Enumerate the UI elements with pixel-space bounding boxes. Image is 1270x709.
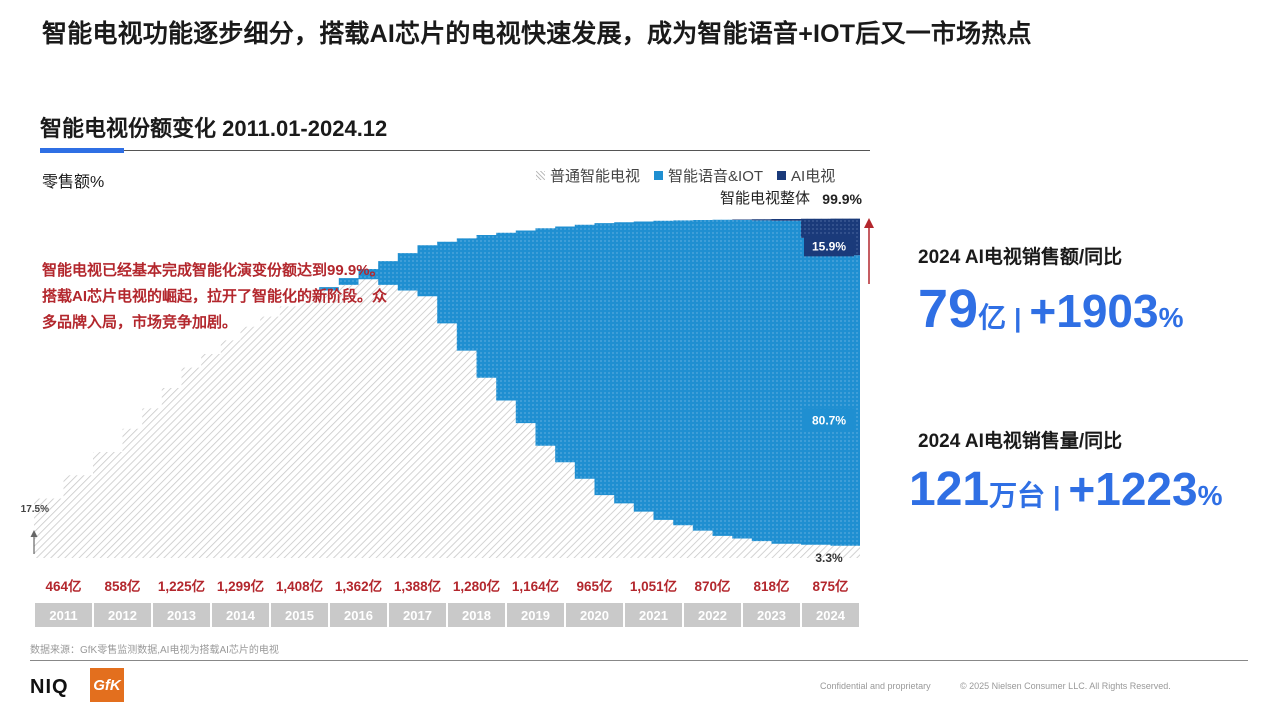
title-rule (40, 150, 870, 151)
year-bar (743, 603, 800, 627)
year-label: 2011 (49, 608, 77, 623)
annotation-line: 多品牌入局，市场竞争加剧。 (42, 314, 238, 331)
retail-sales-label: 1,051亿 (630, 578, 677, 594)
kpi-sales-pct: % (1158, 302, 1184, 333)
year-label: 2019 (521, 608, 550, 623)
year-bar (212, 603, 269, 627)
kpi-volume-label: 2024 AI电视销售量/同比 (918, 431, 1123, 452)
kpi-volume-pct: % (1197, 480, 1223, 511)
gfk-logo: GfK (90, 668, 124, 702)
annotation-line: 搭载AI芯片电视的崛起，拉开了智能化的新阶段。众 (42, 288, 388, 305)
year-bar (330, 603, 387, 627)
ai-end-label: 15.9% (812, 239, 846, 253)
legend-swatch-ai (777, 171, 787, 180)
year-label: 2020 (580, 608, 609, 623)
voice-end-label: 80.7% (812, 414, 846, 428)
growth-arrow-head (864, 218, 874, 228)
year-bar (35, 603, 92, 627)
retail-sales-label: 858亿 (104, 578, 140, 594)
start-arrow-head (30, 530, 38, 537)
retail-sales-label: 1,299亿 (217, 578, 264, 594)
legend-swatch-voice (654, 171, 664, 180)
retail-sales-label: 1,408亿 (276, 578, 323, 594)
kpi-volume-number: 121 (909, 463, 990, 516)
data-source-note: 数据来源：GfK零售监测数据,AI电视为搭载AI芯片的电视 (30, 645, 279, 656)
retail-sales-label: 875亿 (812, 578, 848, 594)
ai-end-label-bg (804, 234, 854, 257)
legend-label-voice: 智能语音&IOT (668, 168, 764, 185)
y-axis-label: 零售额% (42, 174, 105, 191)
kpi-sales-separator: | (1014, 303, 1022, 333)
year-label: 2015 (285, 608, 314, 623)
year-bar (625, 603, 682, 627)
area-voice-iot (34, 219, 860, 547)
year-label: 2014 (226, 608, 256, 623)
year-bar (448, 603, 505, 627)
year-label: 2023 (757, 608, 786, 623)
copyright-note: © 2025 Nielsen Consumer LLC. All Rights … (960, 681, 1171, 691)
year-label: 2012 (108, 608, 137, 623)
year-bar (271, 603, 328, 627)
kpi-sales-unit: 亿 (978, 302, 1007, 333)
total-value: 99.9% (822, 191, 862, 207)
kpi-sales-label: 2024 AI电视销售额/同比 (918, 247, 1123, 268)
retail-sales-label: 1,388亿 (394, 578, 441, 594)
legend-item-normal: 普通智能电视 (536, 165, 640, 186)
kpi-volume-value: 121万台 | +1223% (909, 462, 1223, 517)
year-label: 2018 (462, 608, 491, 623)
kpi-sales-value: 79亿 | +1903% (918, 278, 1183, 340)
title-accent-bar (40, 148, 124, 153)
legend-item-voice: 智能语音&IOT (654, 165, 763, 186)
year-bar (94, 603, 151, 627)
legend-label-ai: AI电视 (791, 168, 836, 185)
year-bar (684, 603, 741, 627)
year-label: 2021 (639, 608, 668, 623)
retail-sales-label: 1,362亿 (335, 578, 382, 594)
year-label: 2016 (344, 608, 373, 623)
year-bar (507, 603, 564, 627)
kpi-volume-separator: | (1053, 481, 1061, 511)
retail-sales-label: 870亿 (694, 578, 730, 594)
annotation-line: 智能电视已经基本完成智能化演变份额达到99.9%。 (42, 262, 385, 279)
chart-title: 智能电视份额变化 2011.01-2024.12 (40, 116, 388, 141)
legend-swatch-normal (536, 171, 545, 180)
kpi-sales-number: 79 (918, 279, 979, 339)
retail-sales-label: 464亿 (45, 578, 81, 594)
kpi-volume-unit: 万台 (989, 480, 1046, 511)
chart-annotation: 智能电视已经基本完成智能化演变份额达到99.9%。 搭载AI芯片电视的崛起，拉开… (42, 258, 422, 336)
confidential-note: Confidential and proprietary (820, 681, 931, 691)
year-label: 2024 (816, 608, 846, 623)
kpi-volume-yoy: +1223 (1068, 463, 1198, 515)
year-label: 2013 (167, 608, 196, 623)
kpi-sales-yoy: +1903 (1029, 285, 1159, 337)
retail-sales-label: 818亿 (753, 578, 789, 594)
retail-sales-label: 1,225亿 (158, 578, 205, 594)
legend-item-ai: AI电视 (777, 165, 835, 186)
year-bar (566, 603, 623, 627)
start-share-label: 17.5% (21, 504, 49, 515)
normal-end-label: 3.3% (815, 551, 843, 565)
chart-legend: 普通智能电视 智能语音&IOT AI电视 (536, 165, 835, 186)
year-bar (802, 603, 859, 627)
page-headline: 智能电视功能逐步细分，搭载AI芯片的电视快速发展，成为智能语音+IOT后又一市场… (42, 20, 1032, 48)
retail-sales-label: 965亿 (576, 578, 612, 594)
retail-sales-label: 1,280亿 (453, 578, 500, 594)
year-label: 2022 (698, 608, 727, 623)
year-bar (153, 603, 210, 627)
year-label: 2017 (403, 608, 432, 623)
retail-sales-label: 1,164亿 (512, 578, 559, 594)
legend-label-normal: 普通智能电视 (550, 168, 641, 185)
footer-rule (30, 660, 1248, 661)
niq-logo: NIQ (30, 676, 69, 698)
total-label: 智能电视整体 (720, 189, 810, 207)
voice-end-label-bg (804, 408, 854, 431)
year-bar (389, 603, 446, 627)
